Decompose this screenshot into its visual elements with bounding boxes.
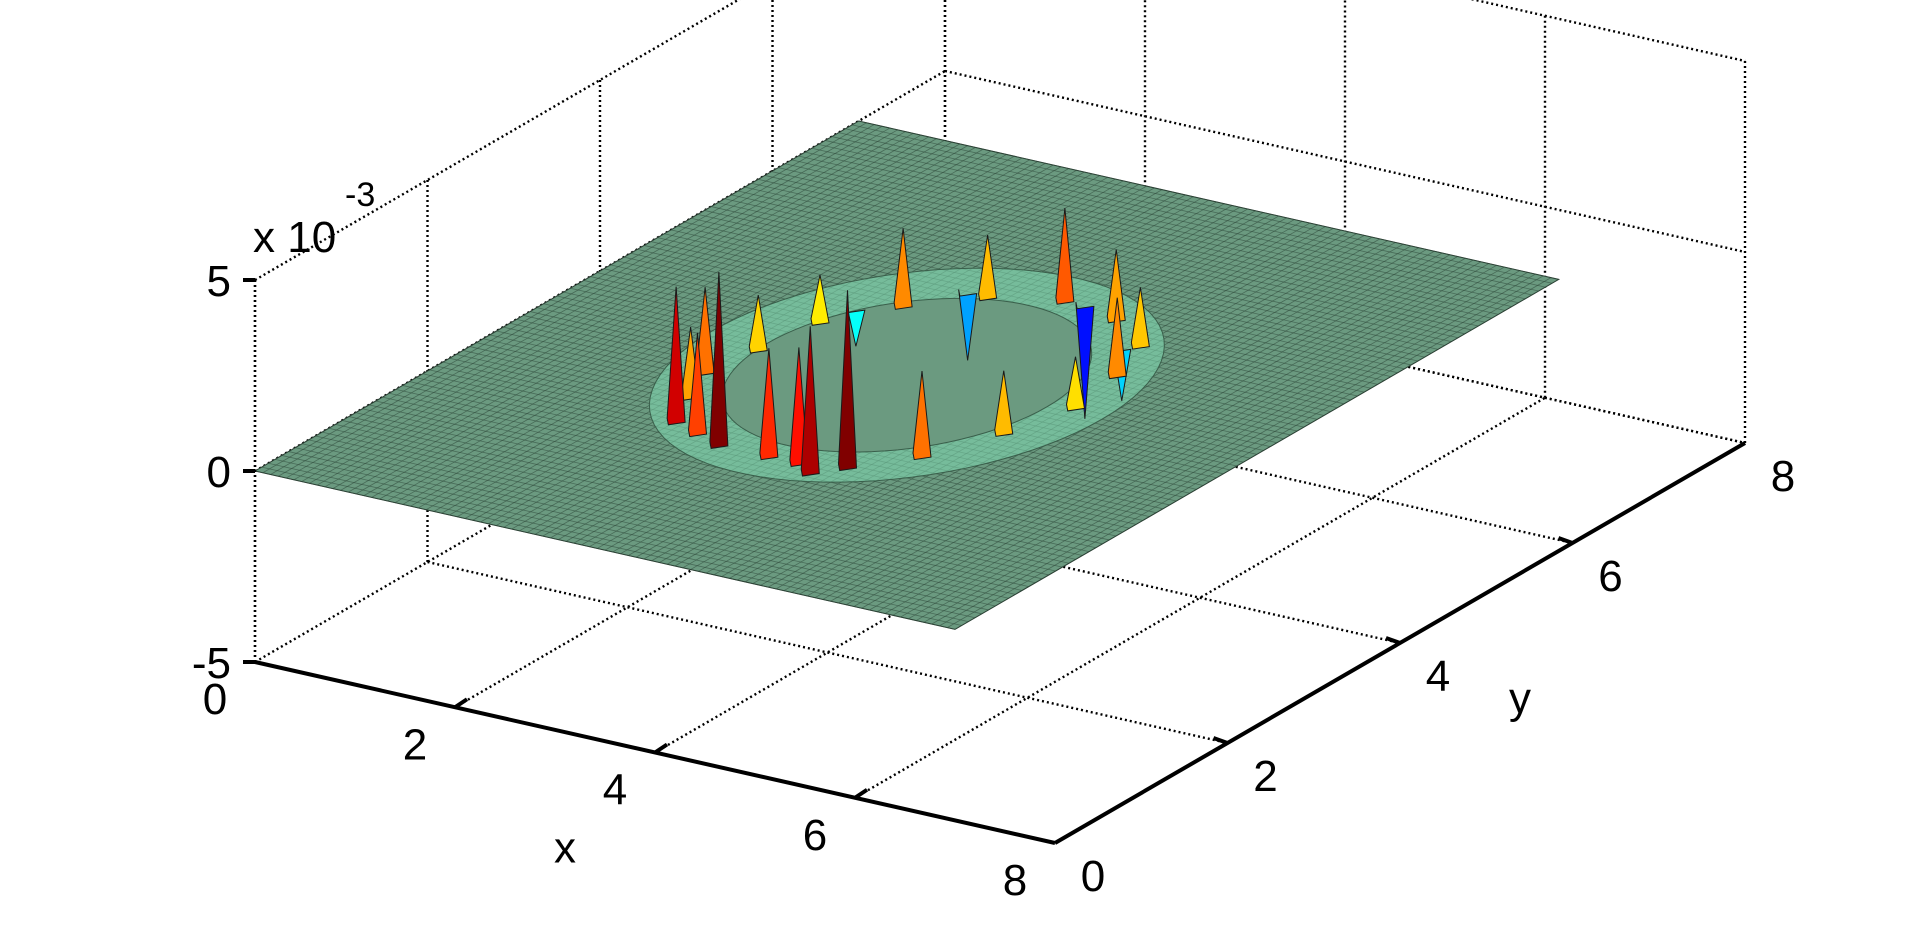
mesh-line-x — [869, 259, 1474, 611]
surface-peak — [1075, 302, 1095, 419]
mesh-line-x — [954, 279, 1559, 630]
y-tick-label: 6 — [1598, 552, 1622, 601]
mesh-line-y — [811, 147, 1512, 307]
x-tick-label: 8 — [1003, 856, 1027, 905]
surface-peak — [748, 294, 768, 354]
surface — [253, 120, 1561, 630]
y-tick-label: 8 — [1771, 452, 1795, 501]
y-tick-mark — [1557, 536, 1574, 545]
surface-peak — [1065, 356, 1086, 412]
mesh-line-x — [947, 277, 1552, 628]
z-tick-label: 0 — [207, 448, 231, 497]
mesh-line-y — [778, 167, 1479, 327]
mesh-line-y — [845, 128, 1546, 288]
mesh-line-y — [858, 120, 1559, 280]
x-axis-label: x — [554, 824, 576, 873]
surface-peak — [1107, 297, 1127, 380]
wall-grid-z-horizontal-back — [944, 69, 1746, 254]
surface-peak — [1106, 249, 1126, 324]
mesh-line-y — [804, 151, 1506, 311]
x-tick-mark — [853, 788, 869, 800]
surface-peak — [759, 348, 779, 461]
mesh-line-x — [877, 261, 1482, 613]
z-tick-label: -5 — [192, 639, 231, 688]
x-tick-label: 2 — [403, 720, 427, 769]
mesh-line-x — [923, 271, 1528, 623]
mesh-line-y — [791, 159, 1492, 319]
y-tick-mark — [1385, 636, 1401, 645]
mesh-line-x — [908, 268, 1513, 620]
surface-peak — [994, 370, 1014, 437]
mesh-line-y — [851, 124, 1553, 284]
surface-peak — [837, 290, 858, 472]
z-tick-label: 5 — [207, 257, 231, 306]
mesh-line-x — [915, 270, 1521, 621]
surface-peak — [978, 234, 998, 302]
x-tick-mark — [653, 742, 669, 755]
z-multiplier-exponent: -3 — [345, 176, 375, 214]
floor-grid-y — [427, 560, 1228, 745]
surface-peak — [709, 271, 729, 449]
mesh-line-y — [771, 171, 1472, 331]
y-tick-label: 2 — [1253, 752, 1277, 801]
z-multiplier-base: x 10 — [253, 213, 336, 262]
x-tick-mark — [453, 697, 469, 709]
x-tick-label: 6 — [803, 811, 827, 860]
mesh-line-y — [831, 136, 1533, 296]
surface-peak — [958, 289, 978, 361]
surface-peaks — [666, 207, 1150, 477]
mesh-line-x — [861, 257, 1466, 609]
mesh-line-y — [764, 175, 1465, 335]
mesh-line-x — [939, 275, 1544, 627]
y-tick-mark — [1212, 736, 1229, 745]
y-tick-label: 4 — [1426, 652, 1450, 701]
x-tick-label: 4 — [603, 766, 627, 815]
surface-peak — [687, 332, 708, 438]
mesh-line-y — [818, 143, 1519, 304]
surface-peak — [666, 286, 686, 426]
mesh-line-y — [825, 140, 1526, 300]
axes — [243, 278, 1747, 845]
surface-peak — [1130, 287, 1150, 350]
y-axis-label: y — [1509, 674, 1531, 723]
surface-peak — [1055, 207, 1075, 305]
mesh-line-y — [838, 132, 1539, 292]
mesh-line-x — [931, 273, 1536, 625]
mesh-line-y — [758, 178, 1459, 339]
mesh-line-x — [853, 256, 1458, 607]
surface-peak — [810, 274, 830, 326]
surface-peak — [893, 228, 913, 310]
y-tick-label: 0 — [1081, 852, 1105, 901]
surface-peak — [912, 370, 932, 461]
mesh-line-y — [798, 155, 1499, 315]
mesh-line-x — [884, 263, 1489, 614]
mesh-line-y — [784, 163, 1486, 323]
mesh-line-x — [892, 264, 1497, 616]
mesh-line-x — [900, 266, 1505, 618]
mesh-line-x — [845, 254, 1451, 606]
surface-peak — [800, 326, 820, 477]
x-tick-label: 0 — [203, 675, 227, 724]
